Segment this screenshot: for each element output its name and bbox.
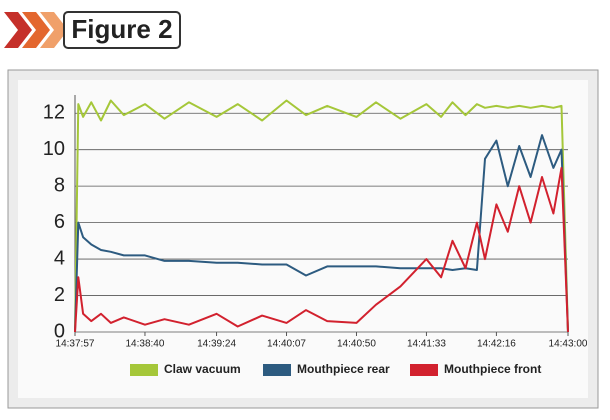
y-tick-label: 0 [54, 320, 65, 342]
x-tick-label: 14:37:57 [56, 339, 95, 350]
legend-label: Mouthpiece front [444, 362, 541, 376]
x-tick-label: 14:42:16 [477, 339, 516, 350]
y-tick-label: 8 [54, 174, 65, 196]
series-line [74, 134, 569, 333]
x-tick-label: 14:38:40 [125, 339, 164, 350]
x-tick-label: 14:41:33 [407, 339, 446, 350]
legend-label: Mouthpiece rear [297, 362, 390, 376]
y-tick-label: 4 [54, 247, 65, 269]
series-line [74, 99, 569, 333]
figure-title: Figure 2 [71, 14, 172, 44]
title-box [63, 11, 181, 49]
legend-swatch [410, 364, 438, 376]
series-line [74, 166, 569, 333]
chevrons [4, 12, 68, 48]
x-tick-label: 14:43:00 [549, 339, 588, 350]
legend-label: Claw vacuum [164, 362, 241, 376]
y-tick-label: 12 [43, 102, 65, 124]
y-tick-label: 6 [54, 211, 65, 233]
x-tick-label: 14:40:50 [337, 339, 376, 350]
plot-bg [18, 80, 588, 398]
y-tick-label: 2 [54, 284, 65, 306]
x-tick-label: 14:39:24 [197, 339, 236, 350]
legend-swatch [130, 364, 158, 376]
legend-swatch [263, 364, 291, 376]
y-tick-label: 10 [43, 138, 65, 160]
x-tick-label: 14:40:07 [267, 339, 306, 350]
